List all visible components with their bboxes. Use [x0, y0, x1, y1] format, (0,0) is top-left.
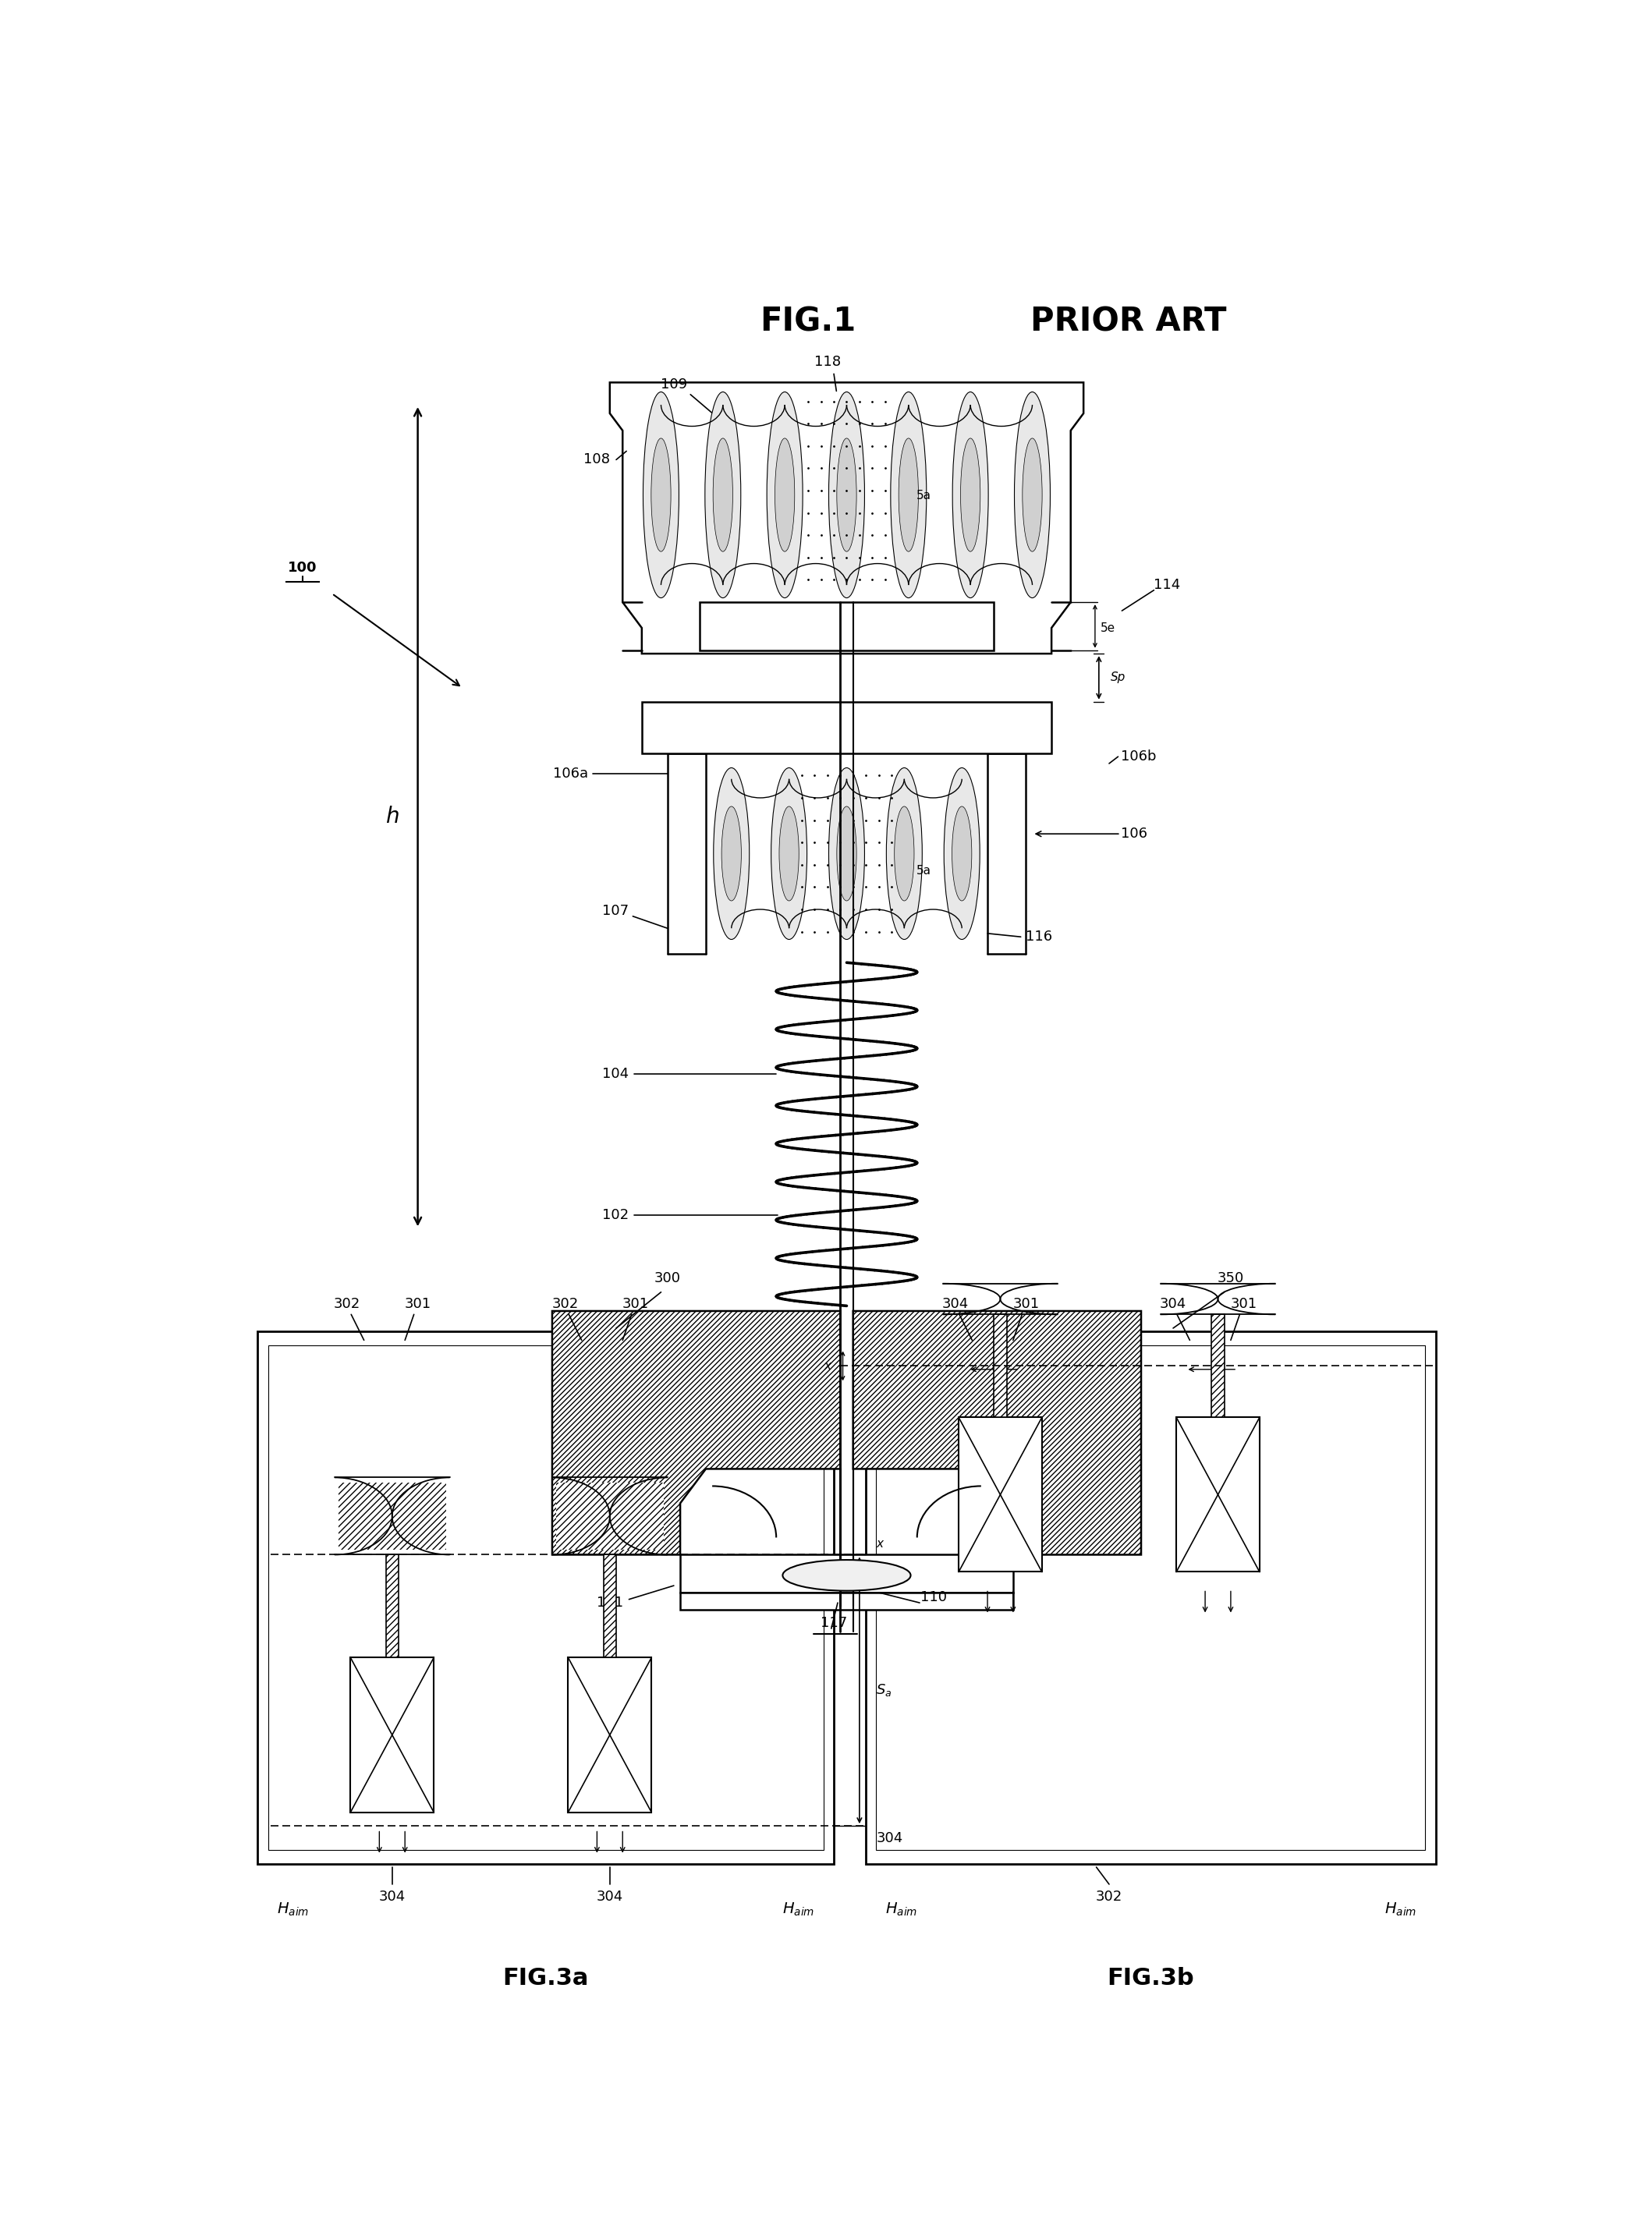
Polygon shape [552, 1311, 841, 1556]
Text: FIG.3a: FIG.3a [502, 1966, 588, 1988]
Text: 104: 104 [603, 1068, 629, 1081]
Text: 304: 304 [1160, 1297, 1186, 1311]
Bar [350, 1658, 434, 1812]
Text: 102: 102 [603, 1208, 629, 1221]
Ellipse shape [960, 439, 980, 551]
Text: 302: 302 [334, 1297, 360, 1311]
Text: 304: 304 [378, 1890, 405, 1904]
Text: 301: 301 [405, 1297, 431, 1311]
Ellipse shape [890, 392, 927, 597]
Ellipse shape [952, 807, 971, 901]
Text: x: x [876, 1538, 884, 1549]
Text: $H_{aim}$: $H_{aim}$ [885, 1901, 917, 1917]
Text: 300: 300 [654, 1271, 681, 1286]
Text: 118: 118 [814, 354, 841, 368]
Ellipse shape [1023, 439, 1042, 551]
Bar [339, 1482, 446, 1549]
Ellipse shape [943, 767, 980, 938]
Bar [699, 602, 995, 651]
Text: 106: 106 [1120, 827, 1146, 840]
Ellipse shape [705, 392, 740, 597]
Text: 109: 109 [661, 377, 687, 392]
Bar [995, 1315, 1006, 1418]
Bar [268, 1346, 824, 1850]
Bar [557, 1482, 664, 1549]
Ellipse shape [775, 439, 795, 551]
Text: 108: 108 [583, 452, 610, 466]
Text: 302: 302 [552, 1297, 578, 1311]
Text: 100: 100 [287, 562, 317, 575]
Text: $H_{aim}$: $H_{aim}$ [783, 1901, 814, 1917]
Text: 116: 116 [1026, 929, 1052, 943]
Text: 111: 111 [596, 1596, 623, 1609]
Ellipse shape [829, 767, 864, 938]
Text: $H_{aim}$: $H_{aim}$ [278, 1901, 309, 1917]
Text: $S_a$: $S_a$ [876, 1683, 892, 1698]
Text: Sp: Sp [1110, 671, 1125, 684]
Text: PRIOR ART: PRIOR ART [1031, 305, 1226, 339]
Bar [1211, 1315, 1224, 1418]
Bar [958, 1418, 1042, 1571]
Text: 5a: 5a [917, 865, 930, 876]
Bar [387, 1556, 398, 1658]
Bar [681, 1556, 1013, 1592]
Bar [643, 702, 1052, 753]
Text: 350: 350 [1218, 1271, 1244, 1286]
Ellipse shape [714, 767, 750, 938]
Text: 117: 117 [821, 1616, 847, 1629]
Ellipse shape [722, 807, 742, 901]
Text: 114: 114 [1153, 577, 1181, 593]
Text: x: x [824, 1360, 831, 1371]
Bar [1176, 1418, 1259, 1571]
Bar [603, 1556, 616, 1658]
Bar [866, 1331, 1436, 1863]
Text: h: h [385, 807, 400, 827]
Ellipse shape [783, 1560, 910, 1592]
Ellipse shape [838, 439, 856, 551]
Text: 304: 304 [942, 1297, 968, 1311]
Text: 107: 107 [603, 905, 629, 918]
Ellipse shape [899, 439, 919, 551]
Bar [568, 1658, 651, 1812]
Ellipse shape [767, 392, 803, 597]
Text: FIG.3b: FIG.3b [1107, 1966, 1194, 1988]
Text: 106a: 106a [553, 767, 588, 780]
Ellipse shape [887, 767, 922, 938]
Text: 301: 301 [1013, 1297, 1039, 1311]
Text: 302: 302 [1095, 1890, 1122, 1904]
Text: 5a: 5a [917, 490, 930, 502]
Bar [876, 1346, 1426, 1850]
Ellipse shape [1014, 392, 1051, 597]
Ellipse shape [838, 807, 856, 901]
Text: 112: 112 [775, 711, 801, 727]
Ellipse shape [714, 439, 733, 551]
Ellipse shape [829, 392, 864, 597]
Ellipse shape [780, 807, 800, 901]
Ellipse shape [651, 439, 671, 551]
Text: 106b: 106b [1120, 749, 1156, 765]
Text: 5e: 5e [1100, 622, 1115, 633]
Bar [681, 1592, 1013, 1609]
Ellipse shape [953, 392, 988, 597]
Text: $H_{aim}$: $H_{aim}$ [1384, 1901, 1416, 1917]
Bar [258, 1331, 834, 1863]
Ellipse shape [771, 767, 806, 938]
Text: 301: 301 [1231, 1297, 1257, 1311]
Text: 304: 304 [876, 1830, 902, 1846]
Text: 110: 110 [920, 1592, 947, 1605]
Polygon shape [852, 1311, 1142, 1556]
Text: 304: 304 [596, 1890, 623, 1904]
Ellipse shape [643, 392, 679, 597]
Polygon shape [610, 383, 1084, 653]
Text: FIG.1: FIG.1 [760, 305, 856, 339]
Ellipse shape [894, 807, 914, 901]
Text: 301: 301 [623, 1297, 649, 1311]
